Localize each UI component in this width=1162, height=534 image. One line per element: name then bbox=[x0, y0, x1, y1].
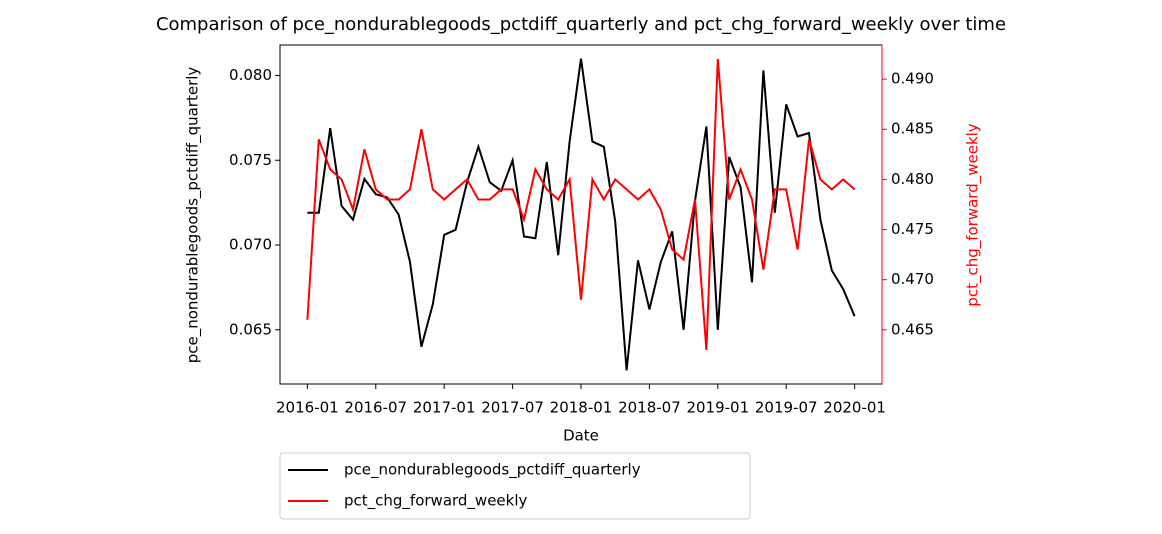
y2-tick-label: 0.485 bbox=[891, 120, 934, 138]
y2-tick-label: 0.490 bbox=[891, 70, 934, 88]
legend-box bbox=[279, 452, 751, 520]
x-tick-label: 2017-07 bbox=[481, 399, 544, 417]
x-tick-label: 2016-01 bbox=[276, 399, 339, 417]
data-line bbox=[307, 58, 856, 371]
x-tick-label: 2017-01 bbox=[413, 399, 476, 417]
y2-tick-label: 0.470 bbox=[891, 270, 934, 288]
x-tick-label: 2018-01 bbox=[550, 399, 613, 417]
x-tick-label: 2019-07 bbox=[755, 399, 818, 417]
data-line bbox=[306, 58, 856, 350]
y2-tick-label: 0.465 bbox=[891, 320, 934, 338]
y2-tick-label: 0.475 bbox=[891, 220, 934, 238]
chart-title: Comparison of pce_nondurablegoods_pctdif… bbox=[156, 14, 1006, 35]
y2-axis-label: pct_chg_forward_weekly bbox=[964, 123, 983, 307]
x-tick-label: 2016-07 bbox=[344, 399, 407, 417]
x-axis-label: Date bbox=[563, 427, 599, 445]
y-tick-label: 0.080 bbox=[229, 66, 272, 84]
y-axis-label: pce_nondurablegoods_pctdiff_quarterly bbox=[184, 67, 203, 364]
y-tick-label: 0.070 bbox=[229, 236, 272, 254]
y-tick-label: 0.075 bbox=[229, 151, 272, 169]
x-tick-label: 2019-01 bbox=[686, 399, 749, 417]
y-tick-label: 0.065 bbox=[229, 320, 272, 338]
y2-tick-label: 0.480 bbox=[891, 170, 934, 188]
legend-label: pct_chg_forward_weekly bbox=[344, 492, 528, 511]
legend-label: pce_nondurablegoods_pctdiff_quarterly bbox=[344, 461, 641, 480]
x-tick-label: 2020-01 bbox=[823, 399, 886, 417]
x-tick-label: 2018-07 bbox=[618, 399, 681, 417]
